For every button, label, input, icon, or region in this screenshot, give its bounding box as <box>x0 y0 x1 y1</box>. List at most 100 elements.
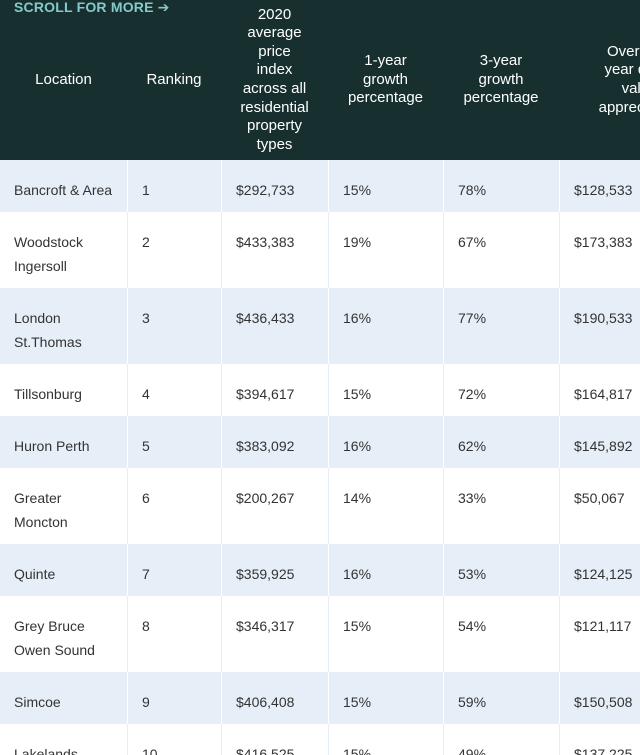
column-header-line: appreciation <box>598 98 640 116</box>
column-header-line: 3-year <box>479 52 523 70</box>
column-header-line: 1-year <box>364 52 407 70</box>
column-header-line: residential <box>240 98 309 116</box>
ranking-cell: 8 <box>127 596 221 672</box>
price-index-cell: $359,925 <box>221 544 328 596</box>
price-index-cell: $292,733 <box>221 160 328 212</box>
table-row: London St.Thomas 3 $436,433 16% 77% $190,533 <box>0 288 640 364</box>
growth-3yr-cell: 59% <box>443 672 559 724</box>
location-cell: Huron Perth <box>0 416 127 468</box>
growth-3yr-cell: 67% <box>443 212 559 288</box>
location-cell: Greater Moncton <box>0 468 127 544</box>
price-index-cell: $383,092 <box>221 416 328 468</box>
location-line: Grey Bruce <box>14 618 85 634</box>
growth-1yr-cell: 19% <box>328 212 443 288</box>
table-row: Tillsonburg 4 $394,617 15% 72% $164,817 <box>0 364 640 416</box>
location-cell: Simcoe <box>0 672 127 724</box>
appreciation-cell: $145,892 <box>559 416 640 468</box>
growth-3yr-cell: 78% <box>443 160 559 212</box>
location-line: London <box>14 310 61 326</box>
scroll-for-more-hint[interactable]: SCROLL FOR MORE ➔ <box>14 0 170 16</box>
column-header-1yr-growth: 1-year growth percentage <box>328 0 443 160</box>
column-header-text: Overall 3-year dollarvalueappreciation <box>599 43 640 117</box>
ranking-cell: 4 <box>127 364 221 416</box>
appreciation-cell: $190,533 <box>559 288 640 364</box>
growth-3yr-cell: 77% <box>443 288 559 364</box>
location-cell: London St.Thomas <box>0 288 127 364</box>
growth-1yr-cell: 16% <box>328 544 443 596</box>
column-header-line: price <box>258 42 291 60</box>
arrow-right-icon: ➔ <box>157 0 170 15</box>
column-header-line: Location <box>35 70 92 88</box>
price-index-cell: $406,408 <box>221 672 328 724</box>
column-header-line: index <box>256 61 293 79</box>
ranking-cell: 1 <box>127 160 221 212</box>
location-line: Woodstock <box>14 234 83 250</box>
column-header-line: value <box>621 80 640 97</box>
table-row: Quinte 7 $359,925 16% 53% $124,125 <box>0 544 640 596</box>
location-line: Simcoe <box>14 694 61 710</box>
table-row: Huron Perth 5 $383,092 16% 62% $145,892 <box>0 416 640 468</box>
ranking-cell: 2 <box>127 212 221 288</box>
column-header-price-index: 2020 average price index across all residenti… <box>221 0 328 160</box>
column-header-line: Ranking <box>146 70 202 88</box>
ranking-cell: 6 <box>127 468 221 544</box>
table-row: Lakelands 10 $416,525 15% 49% $137,225 <box>0 724 640 755</box>
appreciation-cell: $124,125 <box>559 544 640 596</box>
location-line: Bancroft & Area <box>14 182 113 198</box>
table-body: Bancroft & Area 1 $292,733 15% 78% $128,533 Wo… <box>0 160 640 755</box>
scroll-hint-label: SCROLL FOR MORE <box>14 0 154 15</box>
column-header-location: Location <box>0 0 127 160</box>
growth-1yr-cell: 15% <box>328 724 443 755</box>
location-cell: Tillsonburg <box>0 364 127 416</box>
growth-1yr-cell: 16% <box>328 416 443 468</box>
column-header-line: growth <box>362 70 409 88</box>
column-header-line: types <box>256 135 293 153</box>
growth-3yr-cell: 49% <box>443 724 559 755</box>
location-line: Huron Perth <box>14 438 90 454</box>
location-line: Owen Sound <box>14 642 95 658</box>
growth-1yr-cell: 14% <box>328 468 443 544</box>
appreciation-cell: $50,067 <box>559 468 640 544</box>
location-cell: Quinte <box>0 544 127 596</box>
location-cell: Grey Bruce Owen Sound <box>0 596 127 672</box>
price-index-cell: $416,525 <box>221 724 328 755</box>
column-header-ranking: Ranking <box>127 0 221 160</box>
growth-1yr-cell: 15% <box>328 364 443 416</box>
location-line: Lakelands <box>14 746 78 755</box>
location-line: Ingersoll <box>14 258 67 274</box>
location-cell: Bancroft & Area <box>0 160 127 212</box>
location-line: Moncton <box>14 514 68 530</box>
table-row: Bancroft & Area 1 $292,733 15% 78% $128,533 <box>0 160 640 212</box>
column-header-text: Location <box>35 71 92 90</box>
price-index-cell: $346,317 <box>221 596 328 672</box>
location-line: St.Thomas <box>14 334 82 350</box>
appreciation-cell: $164,817 <box>559 364 640 416</box>
price-index-cell: $433,383 <box>221 212 328 288</box>
column-header-line: property <box>246 117 303 135</box>
column-header-3yr-growth: 3-year growth percentage <box>443 0 559 160</box>
ranking-cell: 3 <box>127 288 221 364</box>
column-header-line: average <box>247 24 302 42</box>
column-header-line: year dollar <box>604 61 640 79</box>
column-header-text: Ranking <box>146 71 201 90</box>
column-header-line: percentage <box>347 89 424 107</box>
column-header-line: Overall 3- <box>606 42 640 60</box>
appreciation-cell: $128,533 <box>559 160 640 212</box>
growth-3yr-cell: 72% <box>443 364 559 416</box>
column-header-line: across all <box>242 80 307 97</box>
ranking-cell: 7 <box>127 544 221 596</box>
appreciation-cell: $173,383 <box>559 212 640 288</box>
column-header-line: percentage <box>463 89 539 107</box>
price-index-cell: $436,433 <box>221 288 328 364</box>
table-header: Location Ranking 2020 average price index ac… <box>0 0 640 160</box>
table-row: Woodstock Ingersoll 2 $433,383 19% 67% $173,38… <box>0 212 640 288</box>
appreciation-cell: $150,508 <box>559 672 640 724</box>
column-header-appreciation: Overall 3-year dollarvalueappreciation <box>559 0 640 160</box>
growth-1yr-cell: 15% <box>328 596 443 672</box>
growth-3yr-cell: 33% <box>443 468 559 544</box>
ranking-cell: 10 <box>127 724 221 755</box>
growth-1yr-cell: 15% <box>328 672 443 724</box>
location-cell: Lakelands <box>0 724 127 755</box>
column-header-line: 2020 <box>257 5 292 23</box>
